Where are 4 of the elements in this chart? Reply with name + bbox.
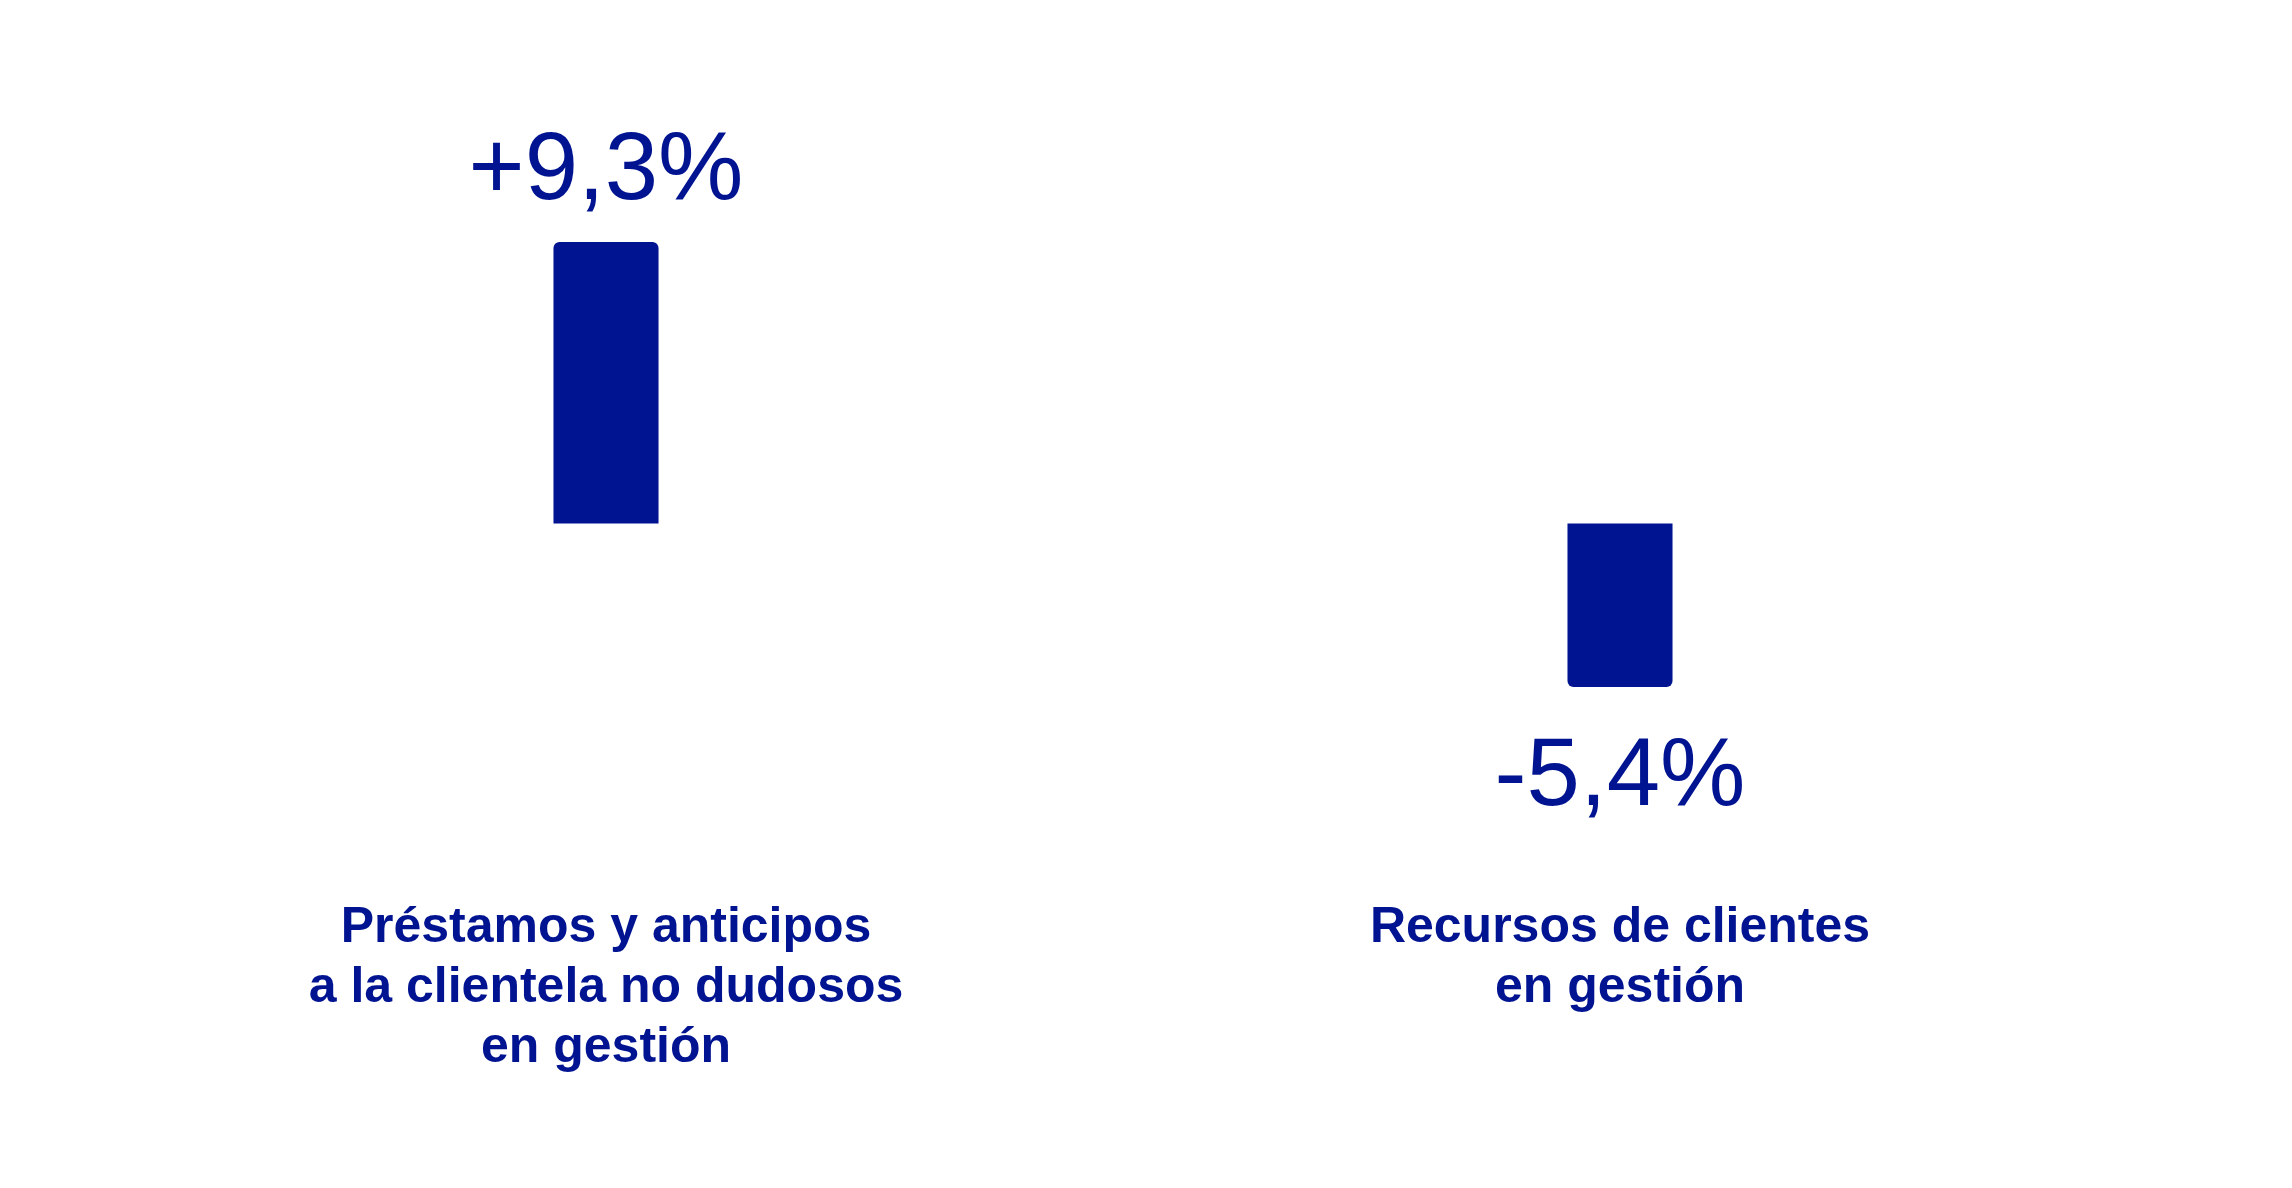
data-label: -5,4%: [1494, 718, 1746, 825]
data-label: +9,3%: [468, 112, 744, 219]
x-tick-label: Préstamos y anticipos a la clientela no dudosos en gestión: [308, 897, 904, 1073]
x-tick-label: Recursos de clientes en gestión: [1369, 897, 1871, 1013]
